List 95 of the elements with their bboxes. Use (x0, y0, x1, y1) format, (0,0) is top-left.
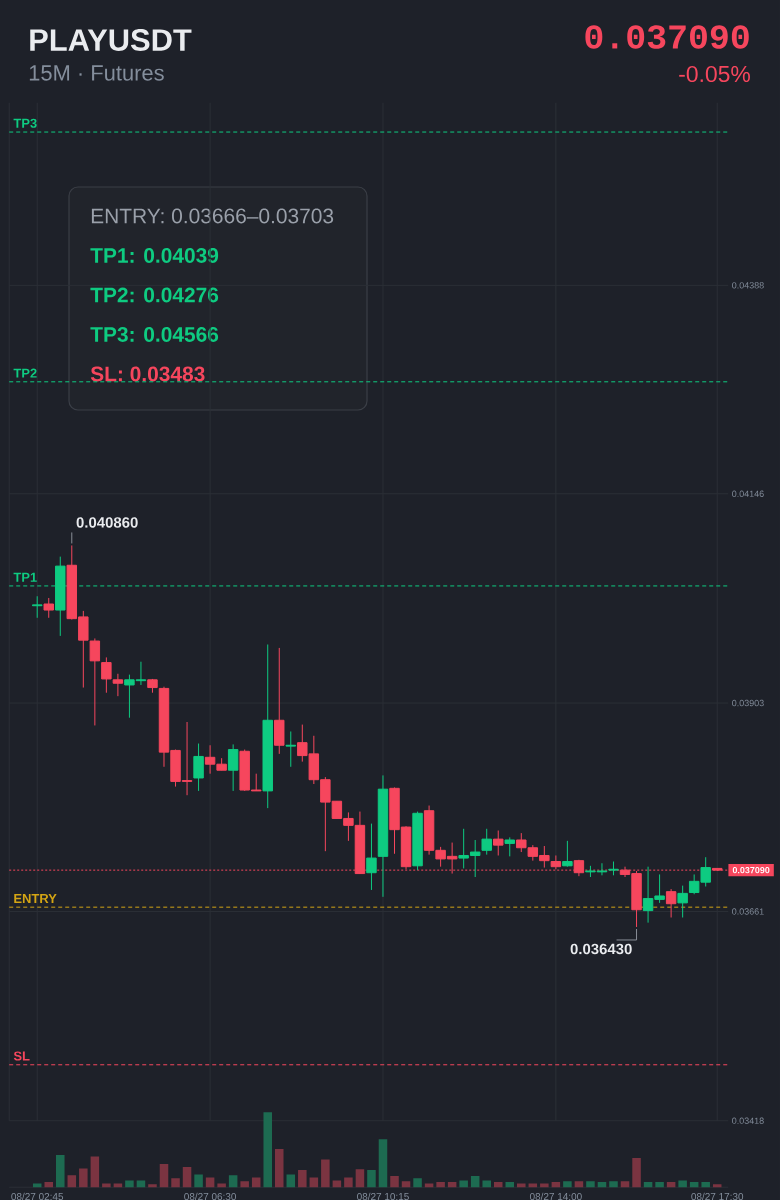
x-tick-label: 08/27 10:15 (357, 1192, 409, 1200)
bar (355, 1169, 365, 1188)
annotation: 0.040860 (76, 517, 138, 528)
ref-line-label: TP2 (13, 368, 37, 378)
bar (90, 1156, 100, 1188)
annotation: TP3: 0.04566 (90, 327, 219, 342)
ref-line-label: 0.037090 (732, 866, 770, 874)
annotation: ENTRY: 0.03666–0.03703 (91, 208, 334, 224)
bar (102, 1183, 111, 1188)
bar (79, 1168, 88, 1188)
bar (528, 1183, 538, 1188)
bar (125, 1180, 134, 1188)
candlestick (101, 656, 112, 694)
bar (148, 1184, 157, 1188)
x-tick-label: 08/27 02:45 (11, 1192, 64, 1200)
bar (493, 1181, 503, 1188)
bar (701, 1181, 710, 1188)
bar (113, 1183, 123, 1188)
bar (44, 1181, 54, 1188)
bar (251, 1177, 261, 1188)
bar (712, 1184, 722, 1188)
bar (298, 1169, 307, 1188)
bar (32, 1183, 42, 1188)
bar (678, 1180, 687, 1188)
bar (609, 1181, 618, 1188)
annotation: SL: 0.03483 (90, 366, 205, 382)
bar (563, 1181, 572, 1188)
candlestick (227, 743, 239, 792)
bar (586, 1181, 595, 1188)
bar (574, 1181, 584, 1188)
bar (482, 1180, 491, 1188)
candlestick (493, 830, 504, 856)
candlestick (665, 888, 677, 918)
y-tick-label: 0.03903 (732, 699, 764, 707)
ref-line-label: SL (13, 1051, 30, 1061)
y-tick-label: 0.04388 (732, 282, 764, 289)
bar (171, 1178, 180, 1188)
bar (217, 1183, 226, 1188)
y-tick-label: 0.03661 (732, 908, 764, 915)
candlestick (32, 595, 43, 619)
annotation: 0.036430 (570, 943, 632, 955)
bar (205, 1177, 215, 1188)
bar (274, 1148, 284, 1188)
bar (632, 1157, 641, 1188)
candlestick (677, 885, 688, 918)
bar (194, 1174, 203, 1188)
annotation: TP2: 0.04276 (90, 287, 219, 303)
ref-line-label: ENTRY (14, 894, 57, 903)
candlestick (481, 828, 492, 856)
bar (228, 1175, 238, 1188)
chart-title: PLAYUSDT (30, 29, 192, 51)
bar (263, 1112, 272, 1188)
bar (136, 1180, 146, 1188)
annotation: TP1: 0.04039 (90, 248, 219, 263)
bar (378, 1139, 388, 1188)
bar (390, 1175, 399, 1188)
bar (401, 1181, 411, 1188)
bar (413, 1178, 422, 1188)
bar (309, 1177, 319, 1188)
bar (332, 1180, 342, 1188)
candlestick (550, 854, 562, 870)
bar (424, 1183, 434, 1188)
y-tick-label: 0.04146 (732, 490, 764, 497)
bar (459, 1180, 468, 1188)
text: 0.037090 (585, 25, 749, 49)
bar (367, 1169, 376, 1188)
bar (344, 1177, 353, 1188)
bar (620, 1181, 630, 1188)
candlestick (193, 743, 204, 792)
candlestick (112, 673, 124, 697)
bar (182, 1166, 192, 1188)
y-tick-label: 0.03418 (732, 1117, 764, 1124)
ref-line-label: TP1 (13, 572, 37, 582)
bar (286, 1174, 296, 1188)
candlestick (366, 823, 377, 891)
bar (517, 1183, 526, 1188)
x-tick-label: 08/27 17:30 (691, 1192, 744, 1200)
candlestick (43, 597, 54, 619)
bar (436, 1181, 445, 1188)
x-tick-label: 08/27 06:30 (184, 1192, 237, 1200)
x-tick-label: 08/27 14:00 (529, 1192, 582, 1200)
chart-subtitle: 15M · Futures (29, 65, 164, 81)
bar (56, 1154, 65, 1188)
bar (240, 1181, 249, 1188)
bar (67, 1175, 77, 1188)
candlestick (285, 730, 297, 768)
bar (655, 1181, 664, 1188)
ref-line-label: TP3 (13, 118, 37, 128)
candlestick (562, 840, 573, 868)
bar (540, 1183, 549, 1188)
bar (321, 1159, 330, 1188)
candlestick (504, 836, 515, 857)
text: -0.05% (679, 65, 750, 83)
bar (159, 1163, 169, 1188)
bar (470, 1175, 480, 1188)
